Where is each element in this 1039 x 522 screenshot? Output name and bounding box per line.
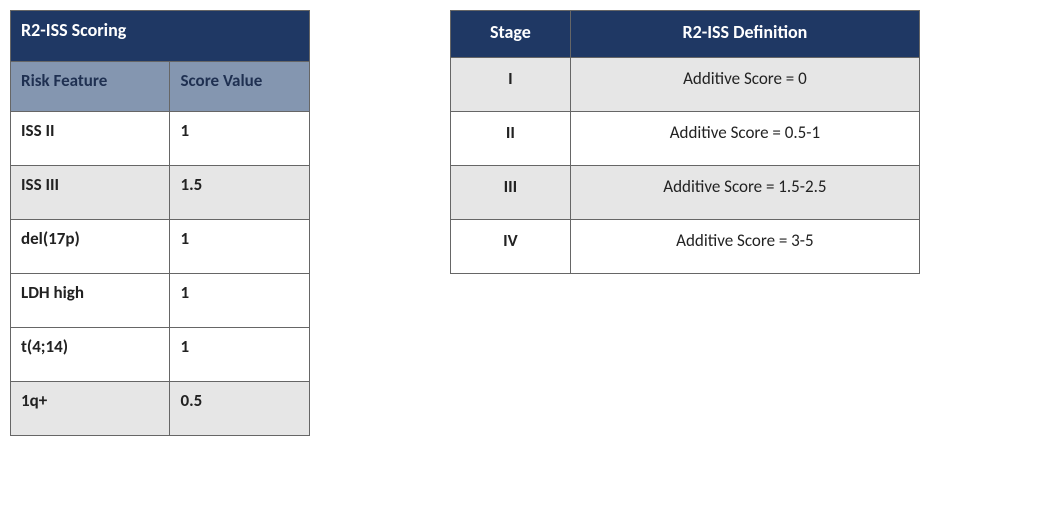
stage-header-row: Stage R2-ISS Definition — [451, 11, 920, 58]
table-row: II Additive Score = 0.5-1 — [451, 112, 920, 166]
stage-label: II — [451, 112, 571, 166]
score-value: 1 — [170, 220, 310, 274]
scoring-header-row: Risk Feature Score Value — [11, 62, 310, 112]
risk-feature: ISS II — [11, 112, 170, 166]
stage-label: I — [451, 58, 571, 112]
table-row: 1q+ 0.5 — [11, 382, 310, 436]
stage-col-stage: Stage — [451, 11, 571, 58]
stage-definition: Additive Score = 0 — [570, 58, 919, 112]
stage-label: III — [451, 166, 571, 220]
score-value: 1 — [170, 328, 310, 382]
stage-definition: Additive Score = 3-5 — [570, 220, 919, 274]
risk-feature: 1q+ — [11, 382, 170, 436]
scoring-table: R2-ISS Scoring Risk Feature Score Value … — [10, 10, 310, 436]
stage-table: Stage R2-ISS Definition I Additive Score… — [450, 10, 920, 274]
scoring-title: R2-ISS Scoring — [11, 11, 310, 62]
scoring-col-feature: Risk Feature — [11, 62, 170, 112]
page-root: R2-ISS Scoring Risk Feature Score Value … — [10, 10, 1029, 436]
risk-feature: t(4;14) — [11, 328, 170, 382]
table-row: I Additive Score = 0 — [451, 58, 920, 112]
stage-definition: Additive Score = 1.5-2.5 — [570, 166, 919, 220]
score-value: 1 — [170, 112, 310, 166]
risk-feature: LDH high — [11, 274, 170, 328]
table-row: LDH high 1 — [11, 274, 310, 328]
table-row: ISS III 1.5 — [11, 166, 310, 220]
stage-col-definition: R2-ISS Definition — [570, 11, 919, 58]
score-value: 1 — [170, 274, 310, 328]
table-row: del(17p) 1 — [11, 220, 310, 274]
risk-feature: del(17p) — [11, 220, 170, 274]
scoring-title-row: R2-ISS Scoring — [11, 11, 310, 62]
table-row: IV Additive Score = 3-5 — [451, 220, 920, 274]
score-value: 1.5 — [170, 166, 310, 220]
table-row: ISS II 1 — [11, 112, 310, 166]
table-row: t(4;14) 1 — [11, 328, 310, 382]
risk-feature: ISS III — [11, 166, 170, 220]
stage-definition: Additive Score = 0.5-1 — [570, 112, 919, 166]
stage-label: IV — [451, 220, 571, 274]
score-value: 0.5 — [170, 382, 310, 436]
table-row: III Additive Score = 1.5-2.5 — [451, 166, 920, 220]
scoring-col-value: Score Value — [170, 62, 310, 112]
